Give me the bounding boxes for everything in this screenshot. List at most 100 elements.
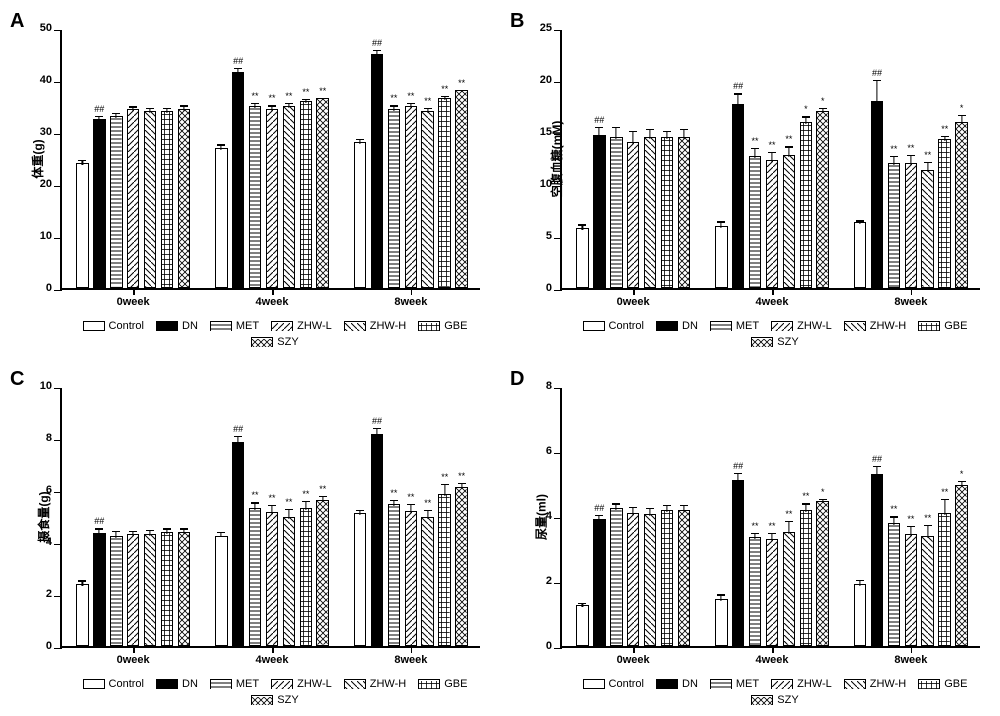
significance-marker: ## (872, 455, 882, 464)
significance-marker: ** (441, 85, 448, 94)
bar-GBE (938, 513, 951, 646)
legend-swatch (344, 321, 366, 331)
y-axis-label: 体重(g) (29, 139, 46, 178)
bar-MET (249, 106, 262, 288)
error-cap (268, 505, 276, 506)
bar-DN (871, 101, 884, 288)
legend-label: GBE (444, 678, 467, 690)
bar-Control (854, 222, 867, 288)
x-group-label: 0week (617, 654, 650, 666)
bar-ZHW-H (783, 155, 796, 288)
error-cap (768, 533, 776, 534)
legend-swatch (583, 679, 605, 689)
error-bar (738, 473, 739, 483)
legend-swatch (83, 679, 105, 689)
legend-swatch (771, 679, 793, 689)
significance-marker: ** (252, 92, 259, 101)
legend-label: GBE (444, 320, 467, 332)
error-cap (802, 116, 810, 117)
error-bar (288, 509, 289, 519)
x-group-label: 8week (894, 654, 927, 666)
legend-item-GBE: GBE (918, 678, 967, 690)
error-bar (961, 115, 962, 123)
error-cap (268, 105, 276, 106)
legend-swatch (210, 679, 232, 689)
significance-marker: ** (941, 125, 948, 134)
significance-marker: ** (407, 92, 414, 101)
error-bar (927, 525, 928, 538)
bar-ZHW-H (144, 534, 157, 646)
y-tick-label: 20 (540, 74, 552, 86)
error-cap (873, 80, 881, 81)
significance-marker: ## (94, 105, 104, 114)
bar-MET (888, 523, 901, 647)
error-cap (612, 127, 620, 128)
significance-marker: ** (390, 94, 397, 103)
bar-DN (232, 442, 245, 646)
y-tick (554, 290, 562, 291)
legend-swatch (418, 321, 440, 331)
bar-SZY (816, 501, 829, 646)
chart-area: 体重(g)01020304050####**********##********… (60, 30, 480, 290)
legend-item-DN: DN (156, 678, 198, 690)
legend-swatch (583, 321, 605, 331)
bar-GBE (661, 510, 674, 647)
error-cap (595, 127, 603, 128)
error-cap (751, 533, 759, 534)
x-tick (411, 288, 413, 295)
legend-label: SZY (777, 694, 798, 706)
bar-Control (854, 584, 867, 646)
error-cap (785, 521, 793, 522)
legend-label: GBE (944, 320, 967, 332)
error-cap (180, 528, 188, 529)
legend-swatch (844, 321, 866, 331)
significance-marker: ** (458, 79, 465, 88)
bar-GBE (938, 139, 951, 288)
bar-SZY (178, 532, 191, 646)
bar-GBE (438, 494, 451, 646)
y-axis-label: 摄食量(g) (35, 491, 52, 542)
error-cap (146, 530, 154, 531)
bar-DN (593, 519, 606, 646)
legend-swatch (710, 679, 732, 689)
legend-label: DN (182, 678, 198, 690)
error-bar (649, 508, 650, 516)
legend-item-ZHW-H: ZHW-H (844, 320, 906, 332)
bar-ZHW-H (283, 106, 296, 288)
legend-item-ZHW-H: ZHW-H (344, 320, 406, 332)
y-tick (554, 238, 562, 239)
bar-MET (388, 109, 401, 288)
chart-area: 空腹血糖(mM)0510152025####********##********… (560, 30, 980, 290)
error-bar (754, 148, 755, 158)
bar-GBE (300, 101, 313, 288)
significance-marker: ** (319, 87, 326, 96)
error-cap (958, 481, 966, 482)
plot-area: ####**********##********** (62, 388, 480, 646)
bar-ZHW-L (627, 142, 640, 288)
y-tick-label: 30 (40, 126, 52, 138)
x-group-label: 8week (394, 296, 427, 308)
error-cap (217, 144, 225, 145)
bar-Control (76, 584, 89, 646)
x-group-label: 0week (117, 654, 150, 666)
legend-label: DN (682, 678, 698, 690)
error-bar (893, 516, 894, 524)
error-bar (616, 127, 617, 139)
y-tick (54, 30, 62, 31)
error-cap (424, 108, 432, 109)
y-tick-label: 20 (40, 178, 52, 190)
bar-Control (354, 142, 367, 288)
legend-item-ZHW-H: ZHW-H (844, 678, 906, 690)
significance-marker: ** (268, 94, 275, 103)
error-cap (78, 160, 86, 161)
error-cap (302, 99, 310, 100)
x-tick (772, 288, 774, 295)
bar-Control (76, 163, 89, 288)
significance-marker: ** (458, 472, 465, 481)
x-group-label: 8week (394, 654, 427, 666)
y-tick (54, 134, 62, 135)
error-cap (890, 516, 898, 517)
significance-marker: ** (890, 505, 897, 514)
significance-marker: ** (785, 510, 792, 519)
legend-item-MET: MET (710, 678, 759, 690)
